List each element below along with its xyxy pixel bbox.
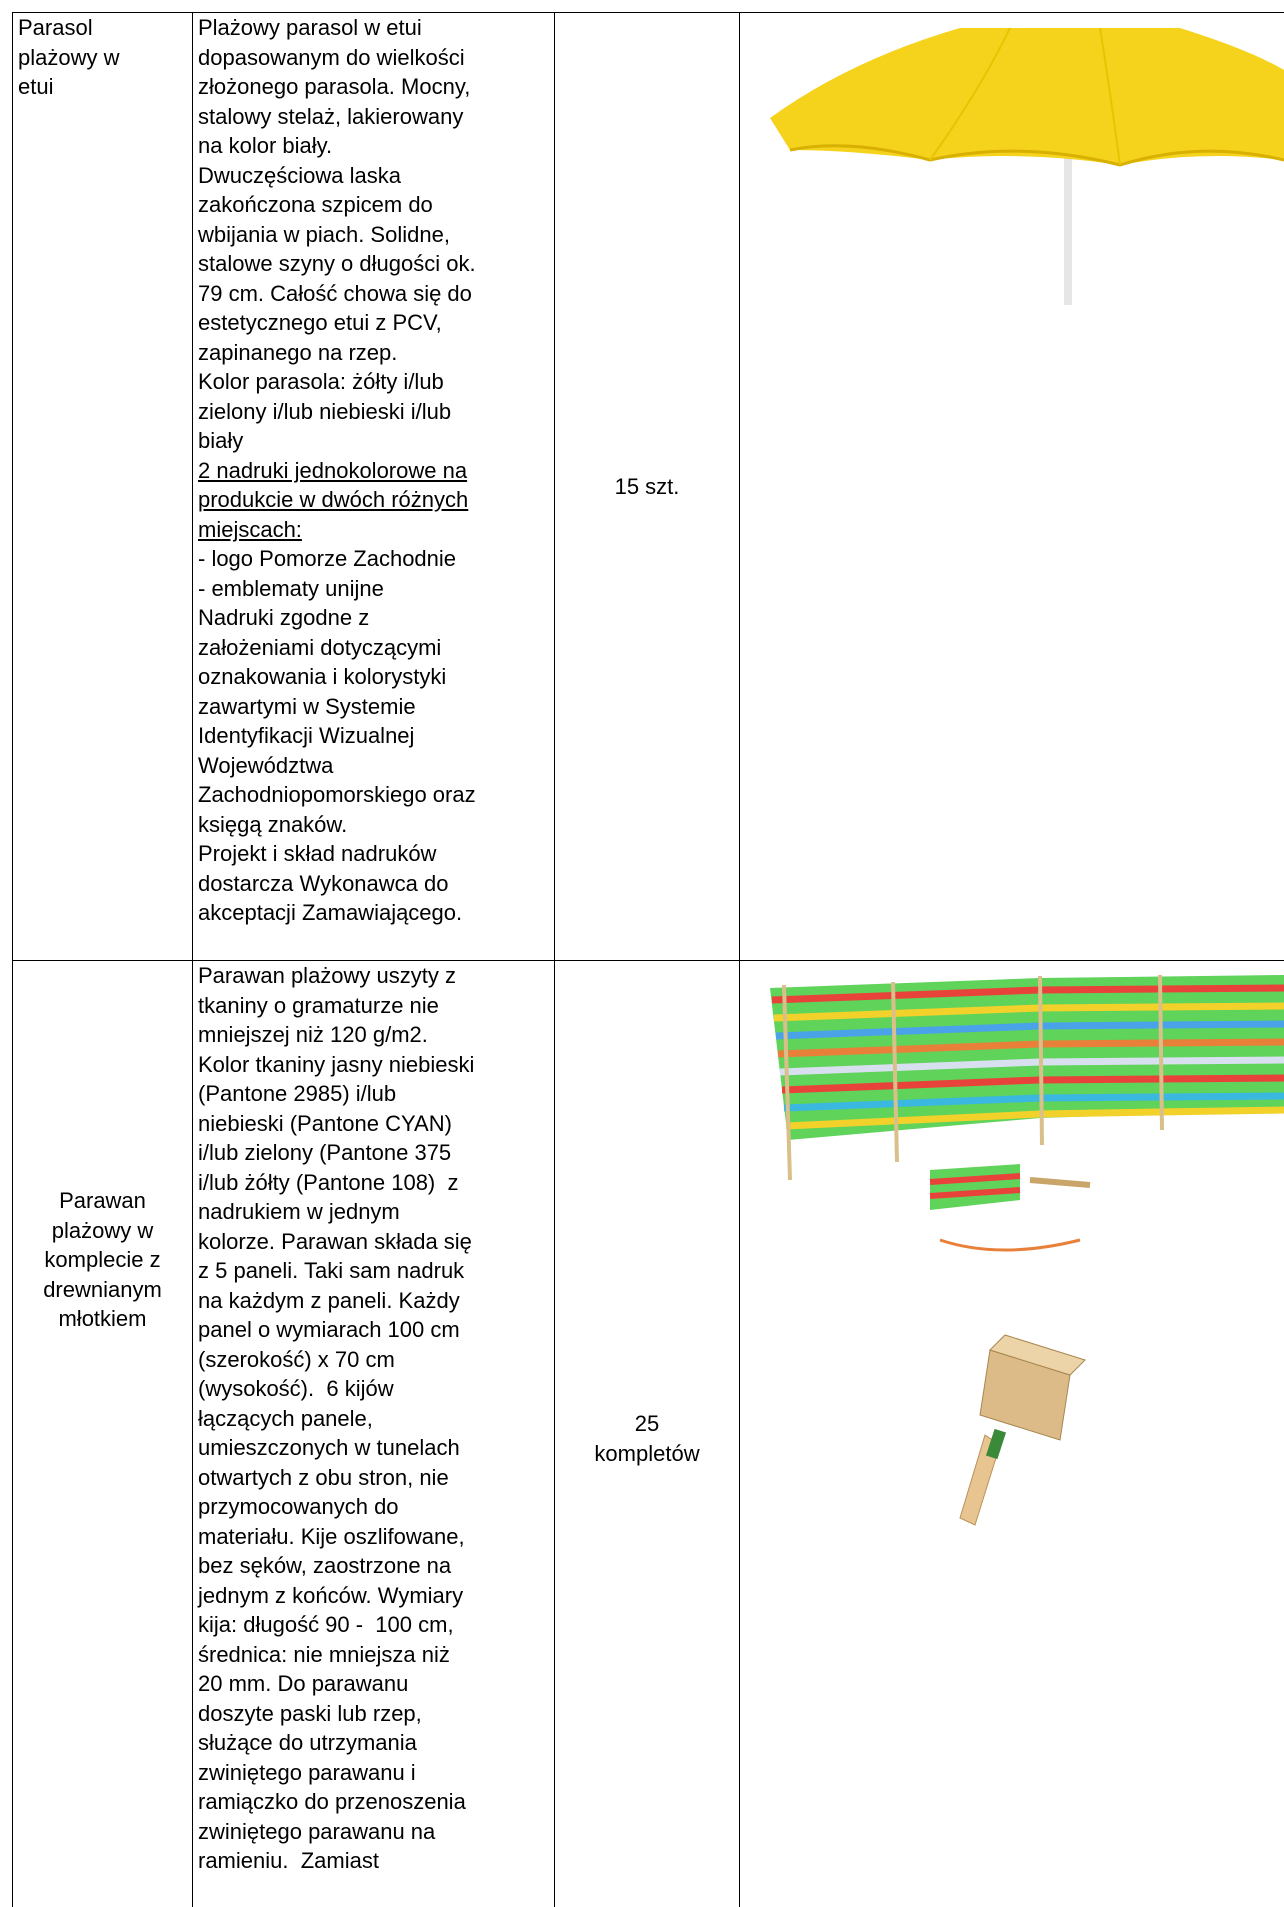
item-description: Parawan plażowy uszyty z tkaniny o gramat… [198, 961, 552, 1876]
text-line: zapinanego na rzep. [198, 339, 398, 365]
item-name: Parasol plażowy w etui [18, 13, 188, 102]
umbrella-image [770, 27, 1284, 305]
text-line: Plażowy parasol w etui [198, 15, 422, 40]
item-quantity: 25 kompletów [555, 1409, 739, 1468]
text-line: Kolor tkaniny jasny niebieski [198, 1051, 475, 1077]
text-line: akceptacji Zamawiającego. [198, 900, 463, 925]
text-line: kolorze. Parawan składa się [198, 1228, 472, 1254]
text-line: i/lub zielony (Pantone 375 [198, 1140, 452, 1165]
text-line: biały [198, 428, 244, 453]
text-line: - emblematy unijne [198, 575, 384, 601]
text-line: księgą znaków. [198, 811, 348, 837]
text-line: nadrukiem w jednym [198, 1199, 400, 1224]
text-line: mniejszej niż 120 g/m2. [198, 1022, 428, 1047]
text-line: dostarcza Wykonawca do [198, 870, 449, 896]
text-line: 20 mm. Do parawanu [198, 1671, 409, 1696]
text-line: jednym z końców. Wymiary [198, 1582, 464, 1608]
text-line: zakończona szpicem do [198, 192, 433, 217]
text-line: założeniami dotyczącymi [198, 634, 442, 660]
text-line: (wysokość). 6 kijów [198, 1376, 394, 1401]
text-line: Parasol [18, 15, 93, 40]
text-line: produkcie w dwóch różnych [198, 487, 469, 512]
text-line: (Pantone 2985) i/lub [198, 1081, 397, 1106]
text-line: średnica: nie mniejsza niż [198, 1641, 450, 1667]
item-quantity: 15 szt. [555, 472, 739, 502]
text-line: z 5 paneli. Taki sam nadruk [198, 1258, 465, 1283]
text-line: zielony i/lub niebieski i/lub [198, 398, 452, 424]
text-line: kompletów [594, 1440, 700, 1466]
text-line: umieszczonych w tunelach [198, 1435, 460, 1460]
mallet-image [959, 1334, 1086, 1526]
text-line: stalowy stelaż, lakierowany [198, 103, 464, 129]
text-line: stalowe szyny o długości ok. [198, 251, 476, 276]
text-line: ramiączko do przenoszenia [198, 1789, 466, 1814]
text-line: 15 szt. [614, 474, 680, 499]
item-name: Parawan plażowy w komplecie z drewnianym mło… [13, 1186, 192, 1334]
text-line: na każdym z paneli. Każdy [198, 1287, 460, 1313]
text-line: tkaniny o gramaturze nie [198, 992, 439, 1018]
text-line: niebieski (Pantone CYAN) [198, 1110, 452, 1136]
text-line: młotkiem [58, 1306, 147, 1331]
text-line: miejscach: [198, 516, 302, 542]
text-line: 2 nadruki jednokolorowe na [198, 457, 468, 483]
text-line: panel o wymiarach 100 cm [198, 1317, 460, 1342]
text-line: doszyte paski lub rzep, [198, 1700, 422, 1726]
text-line: Parawan [59, 1188, 146, 1213]
text-line: 79 cm. Całość chowa się do [198, 280, 472, 306]
text-line: i/lub żółty (Pantone 108) z [198, 1169, 459, 1195]
text-line: Nadruki zgodne z [198, 605, 370, 630]
text-line: komplecie z [44, 1247, 161, 1272]
border [192, 12, 193, 1907]
text-line: wbijania w piach. Solidne, [198, 221, 450, 247]
text-line: plażowy w [18, 44, 120, 70]
text-line: kija: długość 90 - 100 cm, [198, 1612, 454, 1637]
text-line: zawartymi w Systemie [198, 693, 416, 719]
border [554, 12, 555, 1907]
text-line: łączących panele, [198, 1405, 373, 1431]
border [739, 12, 740, 1907]
text-line: - logo Pomorze Zachodnie [198, 546, 457, 571]
text-line: zwiniętego parawanu i [198, 1759, 416, 1785]
text-line: Zachodniopomorskiego oraz [198, 782, 476, 807]
text-line: materiału. Kije oszlifowane, [198, 1523, 465, 1549]
text-line: Kolor parasola: żółty i/lub [198, 369, 444, 394]
text-line: otwartych z obu stron, nie [198, 1464, 449, 1490]
border [12, 12, 1284, 13]
text-line: (szerokość) x 70 cm [198, 1346, 395, 1372]
text-line: Identyfikacji Wizualnej [198, 723, 415, 748]
border [12, 12, 13, 1907]
text-line: estetycznego etui z PCV, [198, 310, 442, 335]
text-line: ramieniu. Zamiast [198, 1848, 379, 1873]
item-description: Plażowy parasol w etui dopasowanym do wie… [198, 13, 552, 928]
text-line: przymocowanych do [198, 1494, 399, 1519]
windbreak-image [770, 974, 1284, 1252]
text-line: Województwa [198, 752, 334, 778]
text-line: Parawan plażowy uszyty z [198, 963, 456, 988]
text-line: drewnianym [43, 1276, 162, 1302]
text-line: bez sęków, zaostrzone na [198, 1553, 452, 1578]
text-line: Dwuczęściowa laska [198, 162, 401, 188]
text-line: plażowy w [51, 1217, 154, 1243]
text-line: Projekt i skład nadruków [198, 841, 437, 866]
text-line: na kolor biały. [198, 133, 333, 158]
text-line: 25 [634, 1411, 660, 1436]
border [12, 960, 1284, 961]
text-line: złożonego parasola. Mocny, [198, 74, 471, 99]
text-line: zwiniętego parawanu na [198, 1818, 436, 1844]
text-line: oznakowania i kolorystyki [198, 664, 447, 689]
text-line: dopasowanym do wielkości [198, 44, 465, 70]
text-line: etui [18, 74, 54, 99]
text-line: służące do utrzymania [198, 1730, 417, 1755]
